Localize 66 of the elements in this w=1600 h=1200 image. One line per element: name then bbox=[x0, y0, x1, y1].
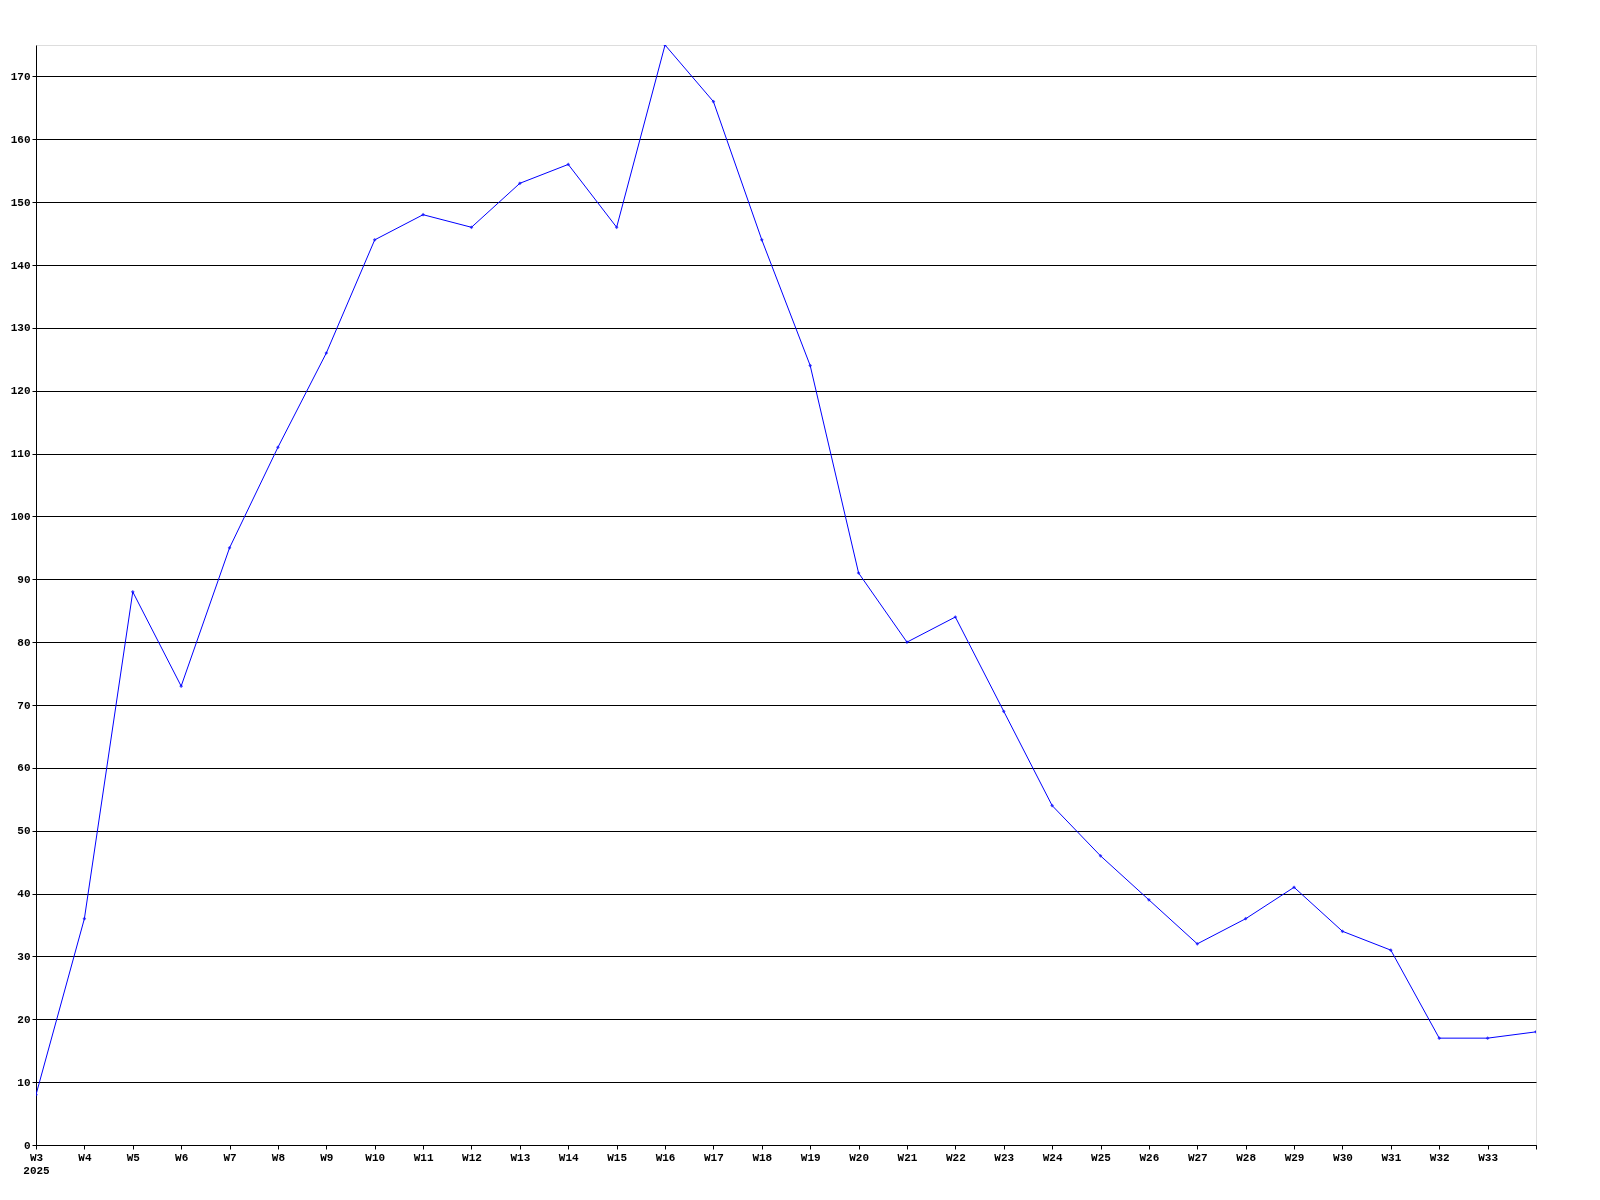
point bbox=[372, 237, 377, 242]
x-tick-label: W27 bbox=[1187, 1151, 1208, 1164]
y-tick-label: 170 bbox=[10, 70, 31, 83]
x-tick-label: W16 bbox=[655, 1151, 676, 1164]
point bbox=[953, 615, 958, 619]
point bbox=[518, 181, 522, 186]
x-tick-label: W29 bbox=[1284, 1151, 1305, 1164]
point bbox=[1292, 885, 1296, 890]
x-tick-label: W18 bbox=[752, 1151, 773, 1164]
point bbox=[469, 225, 474, 230]
y-tick-label: 140 bbox=[10, 259, 31, 272]
x-tick-label: W20 bbox=[849, 1151, 869, 1164]
y-tick-label: 30 bbox=[17, 950, 31, 963]
point bbox=[1050, 803, 1054, 808]
point bbox=[1098, 853, 1103, 858]
point bbox=[421, 212, 425, 217]
point bbox=[227, 545, 232, 550]
x-tick-label: W26 bbox=[1139, 1151, 1160, 1164]
x-tick-label: W8 bbox=[271, 1151, 286, 1164]
x-tick-label: W10 bbox=[365, 1151, 386, 1164]
point bbox=[1340, 929, 1345, 934]
y-tick-label: 50 bbox=[17, 825, 31, 838]
y-tick-label: 20 bbox=[17, 1013, 31, 1026]
y-tick-label: 60 bbox=[17, 762, 31, 775]
x-tick-label: W12 bbox=[462, 1151, 482, 1164]
x-tick-label: W6 bbox=[175, 1151, 189, 1164]
x-tick-label: W19 bbox=[800, 1151, 821, 1164]
x-tick-label: W9 bbox=[320, 1151, 334, 1164]
x-tick-label: W13 bbox=[510, 1151, 531, 1164]
x-tick-label: W4 bbox=[78, 1151, 92, 1164]
y-tick-label: 0 bbox=[23, 1139, 31, 1152]
point bbox=[1195, 941, 1200, 946]
y-tick-label: 120 bbox=[10, 385, 31, 398]
x-tick-label: W28 bbox=[1236, 1151, 1257, 1164]
x-tick-label: W15 bbox=[607, 1151, 628, 1164]
y-tick-label: 130 bbox=[10, 322, 31, 335]
x-tick-label: W31 bbox=[1381, 1151, 1402, 1164]
y-tick-label: 70 bbox=[17, 699, 31, 712]
point bbox=[808, 363, 813, 368]
y-tick-label: 110 bbox=[10, 448, 31, 461]
x-tick-label: W30 bbox=[1333, 1151, 1353, 1164]
y-tick-label: 100 bbox=[10, 510, 31, 523]
point bbox=[324, 351, 329, 355]
x-tick-label: W24 bbox=[1042, 1151, 1063, 1164]
y-tick-label: 160 bbox=[10, 133, 31, 146]
x-tick-label: W7 bbox=[223, 1151, 237, 1164]
x-tick-label: W22 bbox=[945, 1151, 966, 1164]
y-tick-label: 40 bbox=[17, 888, 31, 901]
point bbox=[566, 162, 571, 167]
x-tick-label: W11 bbox=[413, 1151, 434, 1164]
y-tick-label: 150 bbox=[10, 196, 31, 209]
y-tick-label: 90 bbox=[17, 573, 31, 586]
x-tick-label: W23 bbox=[994, 1151, 1015, 1164]
x-tick-label: W5 bbox=[126, 1151, 141, 1164]
x-tick-label: W14 bbox=[558, 1151, 580, 1164]
x-tick-label: W21 bbox=[897, 1151, 918, 1164]
point bbox=[856, 571, 861, 575]
x-tick-label: W32 bbox=[1429, 1151, 1450, 1164]
y-tick-label: 10 bbox=[17, 1076, 31, 1089]
x-tick-label: W25 bbox=[1091, 1151, 1112, 1164]
point bbox=[276, 445, 280, 450]
x-tick-label: W33 bbox=[1478, 1151, 1499, 1164]
x-tick-label: W17 bbox=[704, 1151, 724, 1164]
x-tick-label: W3 2025 bbox=[23, 1151, 51, 1177]
y-tick-label: 80 bbox=[17, 636, 31, 649]
point bbox=[1485, 1036, 1490, 1041]
